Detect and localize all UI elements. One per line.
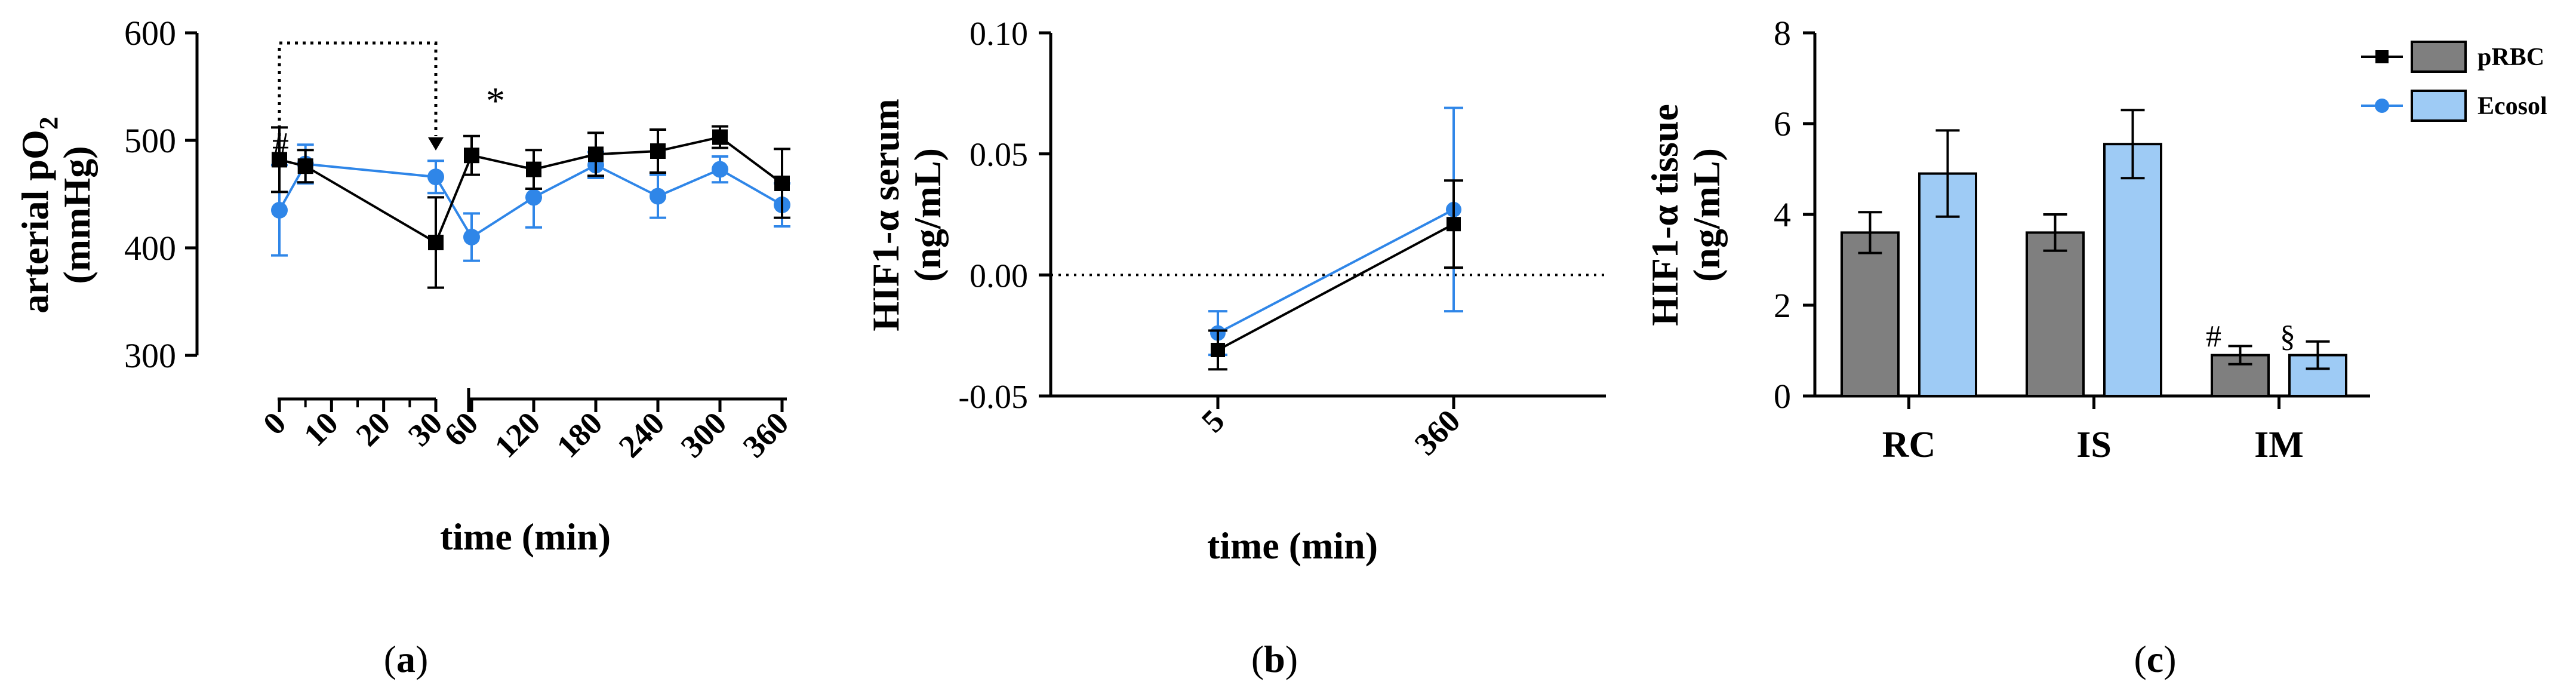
legend-ecosol-label: Ecosol xyxy=(2477,93,2547,120)
legend-ecosol-swatch xyxy=(2411,90,2467,122)
legend-ecosol-marker xyxy=(2375,99,2389,113)
panel-b-x-tick-label: 360 xyxy=(1408,403,1467,462)
panel-c-bar-prbc-is xyxy=(2026,231,2085,397)
panel-c-bar-prbc-rc xyxy=(1841,231,1900,397)
panel-c-annotation-hash: # xyxy=(2206,320,2221,354)
panel-a-ylabel: arterial pO2 xyxy=(14,116,63,313)
panel-b-line-ecosol xyxy=(1217,208,1454,334)
panel-b-y-tick-label: 0.00 xyxy=(970,257,1028,294)
panel-a-y-ticks: 300 400 500 600 xyxy=(124,14,197,375)
panel-a-x-tick-label: 240 xyxy=(612,405,672,465)
panel-c-caption-letter: c xyxy=(2147,638,2163,680)
panel-b-point-prbc xyxy=(1447,217,1461,232)
panel-a-point-prbc xyxy=(526,161,541,177)
panel-c-bar-ecosol-is xyxy=(2103,143,2162,397)
panel-a-x-tick-label: 10 xyxy=(297,405,345,453)
panel-a-y-tick-label: 600 xyxy=(124,14,176,53)
panel-c-caption: (c) xyxy=(2134,638,2176,680)
panel-c-y-tick-label: 6 xyxy=(1774,105,1791,143)
panel-a-point-prbc xyxy=(428,235,444,250)
panel-c-x-tick-label: IM xyxy=(2254,425,2304,465)
legend-prbc-marker xyxy=(2375,50,2389,63)
panel-c-y-tick-label: 8 xyxy=(1774,14,1791,53)
panel-b-y-tick-label: -0.05 xyxy=(958,379,1028,416)
panel-c-y-tick-label: 0 xyxy=(1774,377,1791,416)
panel-a-interval-bracket xyxy=(278,41,438,136)
panel-a-x-tick-label: 120 xyxy=(488,405,547,465)
legend-prbc-label: pRBC xyxy=(2477,44,2544,71)
panel-c-annotation-section: § xyxy=(2280,320,2295,354)
panel-b-y-tick-label: 0.05 xyxy=(970,137,1028,174)
panel-a-series xyxy=(271,125,790,289)
panel-a-y-tick-label: 500 xyxy=(124,121,176,160)
panel-a-point-ecosol xyxy=(712,161,728,178)
panel-b-ylabel-unit: (ng/mL) xyxy=(906,148,949,282)
panel-c-y-ticks: 0 2 4 6 8 xyxy=(1774,14,1815,416)
panel-a-x-tick-label: 360 xyxy=(736,405,796,465)
panel-a-y-tick-label: 300 xyxy=(124,336,176,375)
panel-a-x-tick-label: 20 xyxy=(349,405,398,453)
panel-c-x-tick-label: IS xyxy=(2076,425,2112,465)
panel-a-ylabel-unit: (mmHg) xyxy=(56,146,98,284)
panel-c: HIF1-α tissue (ng/mL) 0 2 4 6 8 RC IS IM # § (… xyxy=(1644,14,2370,680)
panel-b-series xyxy=(1208,106,1463,371)
legend: pRBC Ecosol xyxy=(2361,41,2547,122)
panel-b-ylabel: HIF1-α serum xyxy=(864,99,907,331)
panel-a-point-ecosol xyxy=(463,229,480,245)
panel-a: arterial pO2 (mmHg) 300 400 500 600 0 10 20 30… xyxy=(14,14,795,680)
panel-c-y-tick-label: 4 xyxy=(1774,195,1791,234)
panel-b-xlabel: time (min) xyxy=(1207,524,1378,567)
panel-c-y-tick-label: 2 xyxy=(1774,286,1791,325)
panel-c-ylabel-unit: (ng/mL) xyxy=(1685,148,1728,282)
panel-a-ylabel-sub: 2 xyxy=(34,116,63,130)
panel-a-xlabel: time (min) xyxy=(440,515,611,558)
panel-a-point-ecosol xyxy=(427,168,444,186)
panel-a-point-ecosol xyxy=(525,189,542,206)
panel-a-point-prbc xyxy=(588,146,604,162)
panel-a-point-prbc xyxy=(272,152,287,168)
panel-c-ylabel: HIF1-α tissue xyxy=(1644,104,1686,326)
legend-prbc-swatch xyxy=(2411,41,2467,73)
panel-b-x-tick-label: 5 xyxy=(1195,403,1232,440)
panel-a-point-prbc xyxy=(650,143,666,159)
panel-b-y-tick-label: 0.10 xyxy=(970,16,1028,53)
panel-b: HIF1-α serum (ng/mL) -0.05 0.00 0.05 0.10 5… xyxy=(864,16,1606,680)
panel-a-point-ecosol xyxy=(271,202,288,219)
panel-a-x-tick-label: 300 xyxy=(674,405,734,465)
panel-a-point-ecosol xyxy=(650,188,666,205)
panel-c-bars xyxy=(1841,109,2347,397)
panel-c-x-tick-label: RC xyxy=(1882,425,1936,465)
panel-b-line-prbc xyxy=(1217,223,1454,351)
panel-a-point-prbc xyxy=(712,129,728,145)
panel-b-y-ticks: -0.05 0.00 0.05 0.10 xyxy=(958,16,1051,416)
panel-c-x-ticks: RC IS IM xyxy=(1882,396,2304,465)
panel-a-point-prbc xyxy=(464,148,479,164)
panel-a-x-tick-label: 60 xyxy=(437,405,485,453)
panel-a-y-tick-label: 400 xyxy=(124,229,176,268)
panel-a-arrow-marker xyxy=(428,137,444,151)
panel-a-x-tick-label: 0 xyxy=(256,405,293,442)
panel-a-caption-letter: a xyxy=(396,638,416,680)
panel-a-point-prbc xyxy=(774,176,790,191)
panel-b-caption-letter: b xyxy=(1264,638,1285,680)
panel-a-caption: (a) xyxy=(384,638,429,680)
panel-a-ylabel-text: arterial pO xyxy=(14,130,56,313)
panel-a-point-prbc xyxy=(297,158,313,174)
panel-b-point-prbc xyxy=(1211,342,1225,357)
panel-b-x-ticks: 5 360 xyxy=(1195,396,1467,462)
panel-a-x-tick-label: 180 xyxy=(550,405,610,465)
panel-b-caption: (b) xyxy=(1251,638,1298,680)
panel-a-annotation-hash: # xyxy=(272,126,289,163)
panel-a-annotation-star: * xyxy=(486,79,505,122)
